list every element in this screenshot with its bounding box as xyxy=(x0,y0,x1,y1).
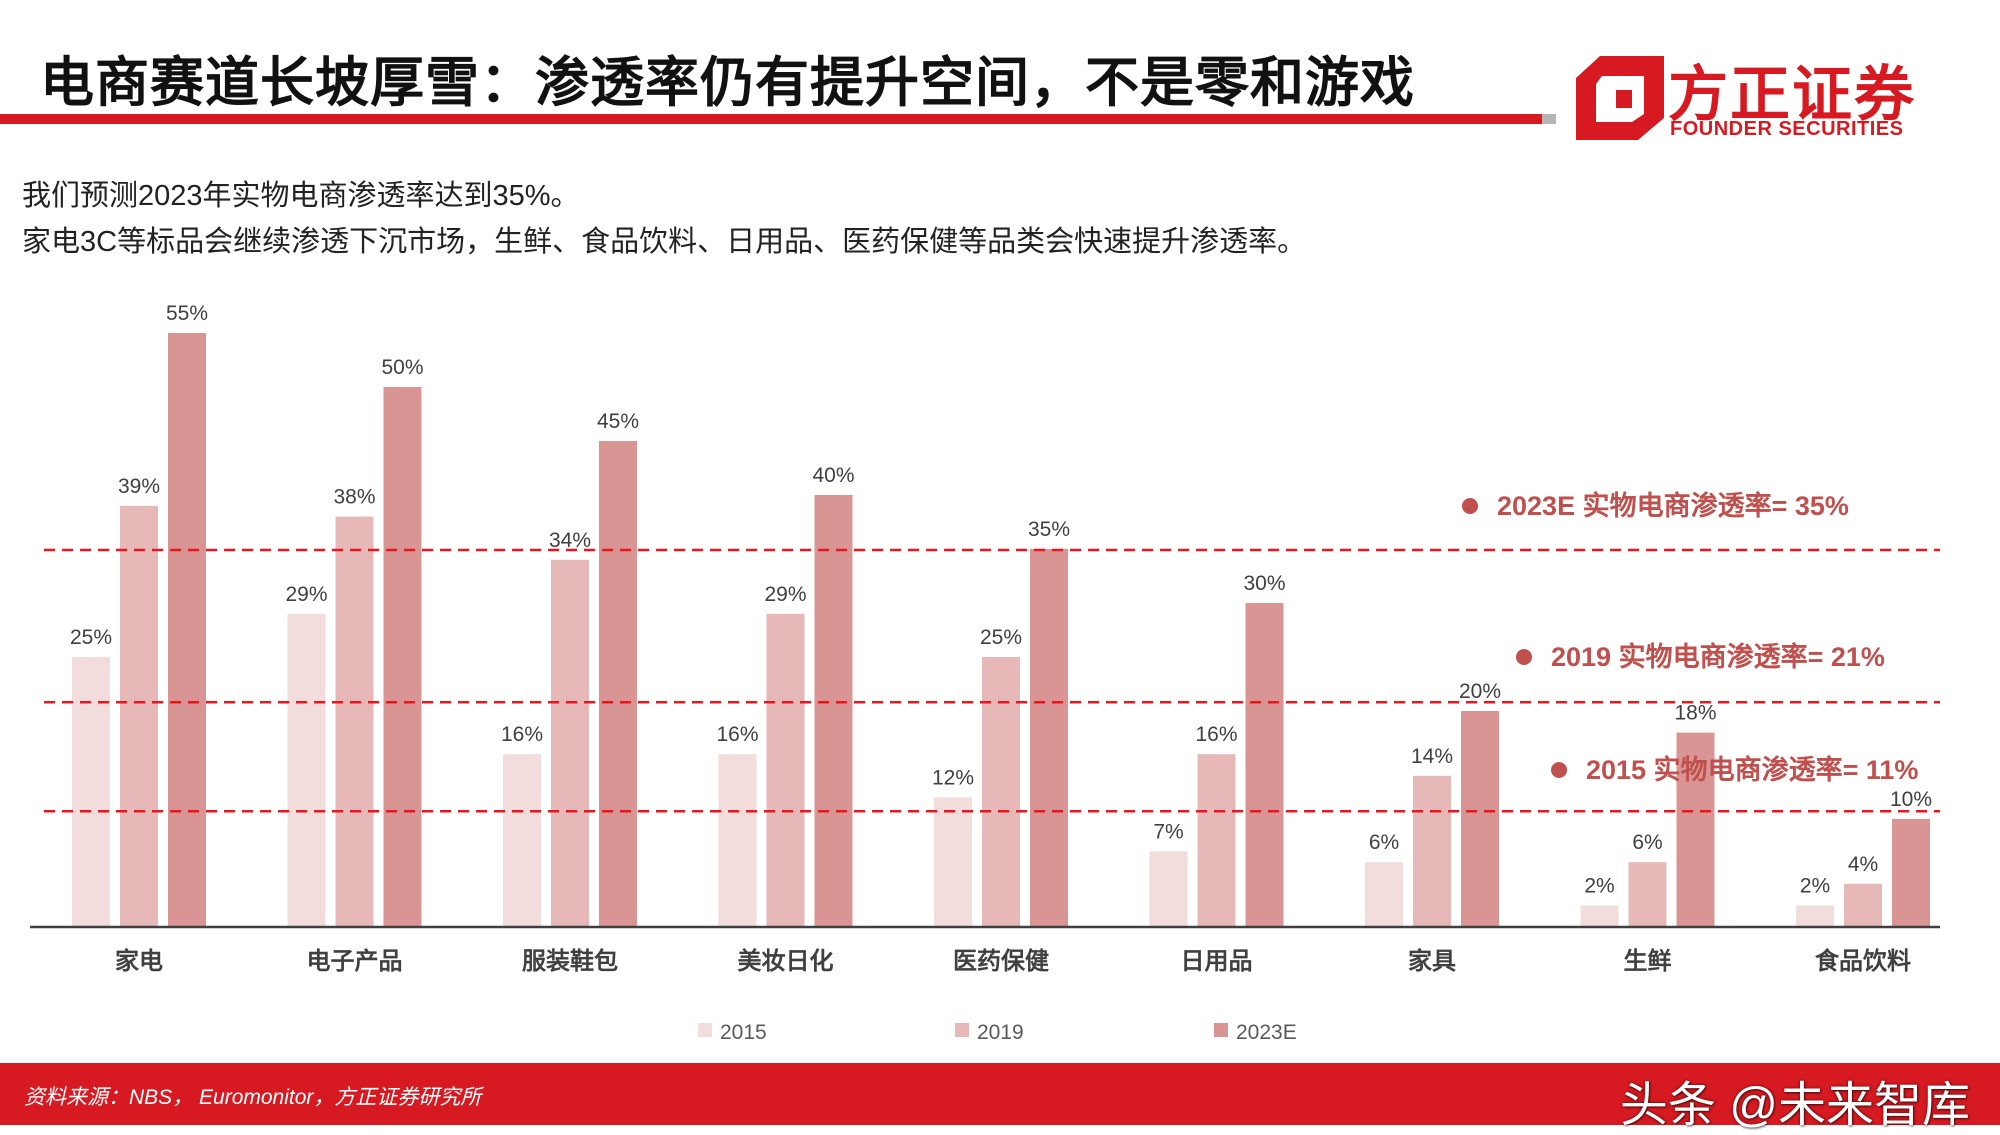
bar xyxy=(1461,711,1499,927)
logo-name-en: FOUNDER SECURITIES xyxy=(1670,118,1904,140)
bar xyxy=(1149,851,1188,927)
bar xyxy=(551,559,589,927)
bar xyxy=(1676,732,1715,927)
bar-value-label: 20% xyxy=(1459,680,1501,703)
bar xyxy=(335,516,374,927)
bar-value-label: 55% xyxy=(166,302,208,325)
bar-value-label: 16% xyxy=(501,723,543,746)
legend-swatch xyxy=(1214,1023,1228,1037)
category-label: 服装鞋包 xyxy=(522,947,618,975)
bar-value-label: 30% xyxy=(1243,572,1285,595)
bar-value-label: 25% xyxy=(980,626,1022,649)
bar xyxy=(599,441,637,927)
category-label: 家具 xyxy=(1408,947,1456,975)
reference-label: 2015 实物电商渗透率= 11% xyxy=(1586,754,1918,785)
category-label: 家电 xyxy=(115,947,163,975)
bar-value-label: 39% xyxy=(118,475,160,498)
bar-value-label: 34% xyxy=(549,529,591,552)
legend-label: 2019 xyxy=(977,1021,1024,1044)
bar-value-label: 6% xyxy=(1369,831,1399,854)
bar xyxy=(1796,905,1834,927)
bar xyxy=(383,387,422,927)
bar-value-label: 50% xyxy=(381,356,423,379)
category-label: 食品饮料 xyxy=(1815,947,1911,975)
bar xyxy=(718,754,757,927)
bar-value-label: 38% xyxy=(333,486,375,509)
reference-marker xyxy=(1551,762,1567,778)
bar-value-label: 6% xyxy=(1632,831,1662,854)
bar xyxy=(766,613,805,927)
legend-swatch xyxy=(955,1023,969,1037)
bar xyxy=(934,797,972,927)
watermark: 头条 @未来智库 xyxy=(1619,1079,1970,1132)
reference-marker xyxy=(1516,649,1532,665)
bar-value-label: 18% xyxy=(1674,702,1716,725)
bar xyxy=(1365,862,1403,927)
category-label: 医药保健 xyxy=(953,948,1049,975)
bar-value-label: 16% xyxy=(716,723,758,746)
category-label: 美妆日化 xyxy=(738,947,834,975)
bar xyxy=(503,754,541,927)
bar-value-label: 35% xyxy=(1028,518,1070,541)
title-rule xyxy=(0,114,1542,124)
bar-value-label: 14% xyxy=(1411,745,1453,768)
bar xyxy=(168,333,206,927)
bar-value-label: 7% xyxy=(1153,820,1183,843)
bar xyxy=(1030,549,1068,927)
description-line-1: 我们预测2023年实物电商渗透率达到35%。 xyxy=(22,180,580,212)
bar xyxy=(120,505,158,927)
bar-value-label: 25% xyxy=(70,626,112,649)
reference-label: 2023E 实物电商渗透率= 35% xyxy=(1497,490,1849,521)
bar-value-label: 2% xyxy=(1800,874,1830,897)
bar xyxy=(287,613,326,927)
bar-value-label: 10% xyxy=(1890,788,1932,811)
logo-name-cn: 方正证券 xyxy=(1668,61,1916,128)
bar xyxy=(72,657,110,927)
bar-value-label: 45% xyxy=(597,410,639,433)
bar xyxy=(1197,754,1236,927)
bar xyxy=(982,657,1020,927)
bar xyxy=(1628,862,1667,927)
legend-label: 2023E xyxy=(1236,1021,1297,1044)
bar xyxy=(1892,819,1930,927)
bar-value-label: 4% xyxy=(1848,853,1878,876)
bar xyxy=(1245,603,1284,927)
bar xyxy=(1580,905,1619,927)
page-title: 电商赛道长坡厚雪：渗透率仍有提升空间，不是零和游戏 xyxy=(40,53,1415,113)
bar xyxy=(814,495,853,927)
footer-bar: 资料来源：NBS， Euromonitor，方正证券研究所 头条 @未来智库 xyxy=(0,1063,2000,1132)
category-label: 生鲜 xyxy=(1624,947,1672,975)
category-label: 电子产品 xyxy=(307,947,403,975)
title-rule-accent xyxy=(1542,114,1556,124)
bar-value-label: 16% xyxy=(1195,723,1237,746)
category-label: 日用品 xyxy=(1181,948,1253,975)
bar-value-label: 29% xyxy=(764,583,806,606)
founder-logo-icon xyxy=(1576,56,1664,140)
source-note: 资料来源：NBS， Euromonitor，方正证券研究所 xyxy=(24,1086,482,1109)
bar-value-label: 40% xyxy=(812,464,854,487)
bar xyxy=(1413,775,1451,927)
reference-label: 2019 实物电商渗透率= 21% xyxy=(1551,641,1885,672)
penetration-bar-chart: 25% 39% 55% 家电 29% 38% 50% 电子产品 16% 34% 45% 服装鞋包 16%… xyxy=(30,302,1940,1044)
reference-marker xyxy=(1462,498,1478,514)
bar-value-label: 2% xyxy=(1584,874,1614,897)
legend-label: 2015 xyxy=(720,1021,767,1044)
bar xyxy=(1844,883,1882,927)
brand-logo: 方正证券 FOUNDER SECURITIES xyxy=(1572,52,1914,144)
legend-swatch xyxy=(698,1023,712,1037)
bar-value-label: 12% xyxy=(932,766,974,789)
bar-value-label: 29% xyxy=(285,583,327,606)
description-line-2: 家电3C等标品会继续渗透下沉市场，生鲜、食品饮料、日用品、医药保健等品类会快速提… xyxy=(22,226,1307,258)
